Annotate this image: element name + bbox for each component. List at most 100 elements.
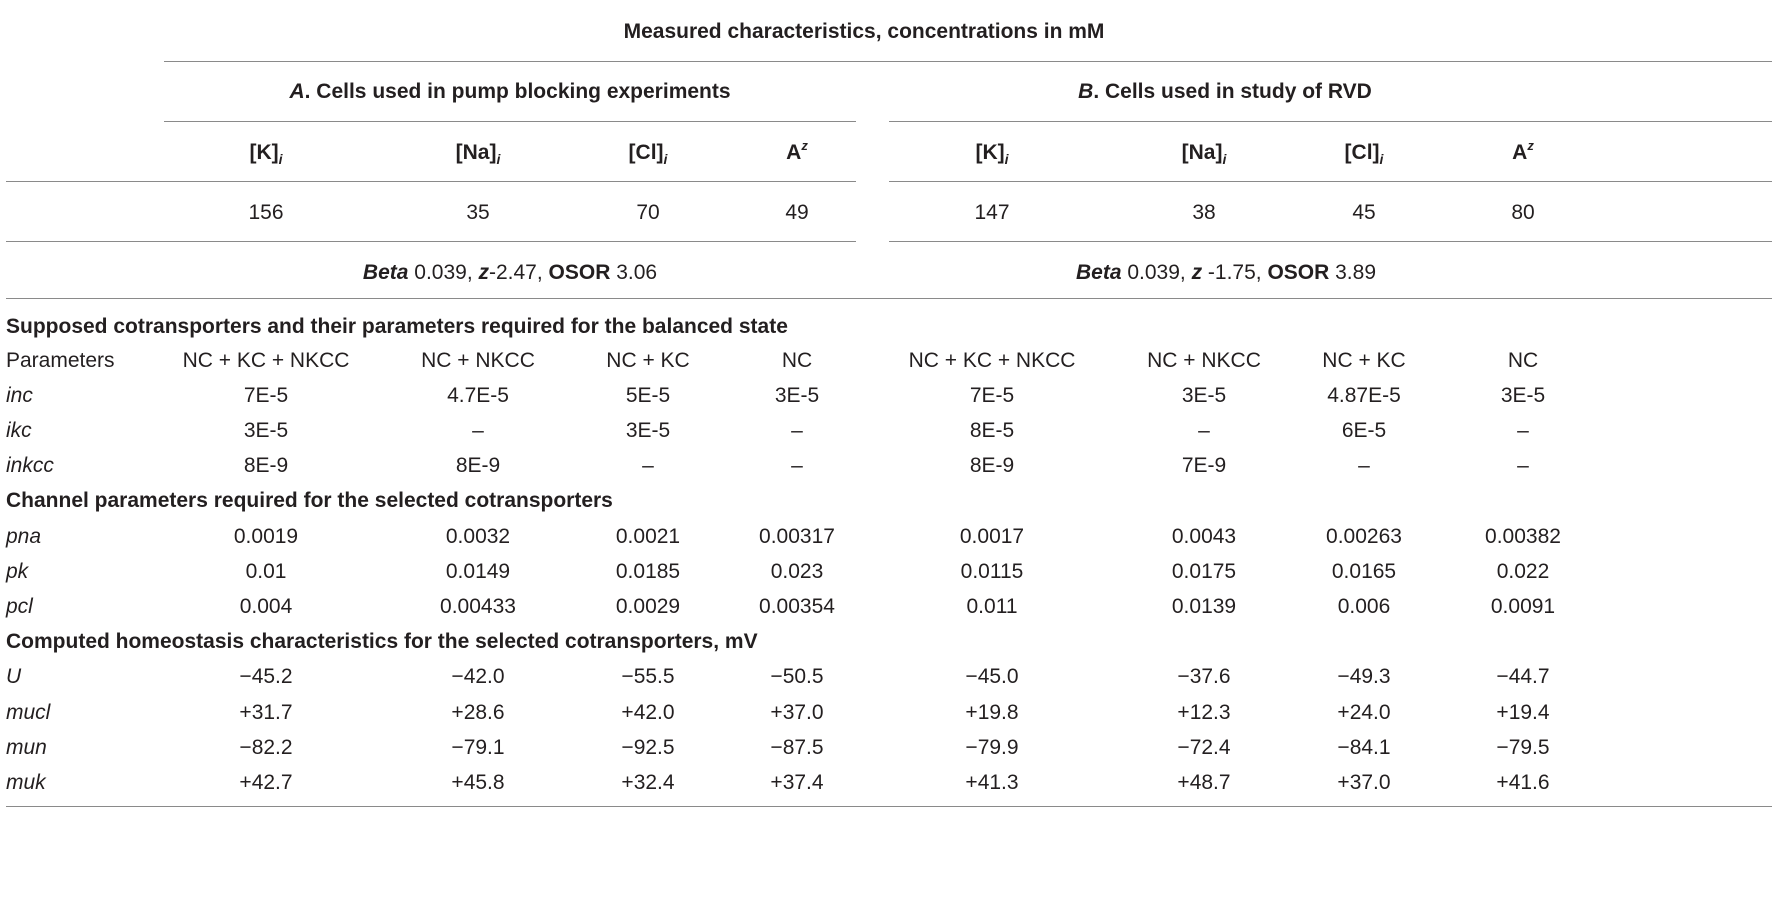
cell: 0.00263 (1326, 525, 1402, 548)
cell: +28.6 (451, 701, 505, 724)
header-k-b: [K]i (975, 141, 1009, 167)
table-title: Measured characteristics, concentrations… (623, 20, 1105, 43)
cell: 8E-9 (969, 454, 1015, 477)
cell: 0.01 (245, 560, 287, 583)
cell: 8E-5 (969, 419, 1015, 442)
cell: 0.0139 (1171, 595, 1237, 618)
value-cl-b: 45 (1352, 201, 1376, 224)
cell: −82.2 (239, 736, 293, 759)
cell: +45.8 (451, 771, 505, 794)
group-b-header: B. Cells used in study of RVD (1078, 80, 1372, 103)
cell: −84.1 (1337, 736, 1391, 759)
cell: −79.1 (451, 736, 505, 759)
value-az-a: 49 (785, 201, 809, 224)
row-label: mucl (6, 701, 51, 724)
cell: 7E-5 (243, 384, 289, 407)
cell: 0.0043 (1171, 525, 1237, 548)
cell: −55.5 (621, 665, 675, 688)
cell: 0.0115 (960, 560, 1024, 583)
cell: – (791, 454, 803, 477)
cell: 0.0021 (615, 525, 681, 548)
cell: 0.0032 (445, 525, 511, 548)
cell: 0.0175 (1171, 560, 1237, 583)
cell: – (1517, 419, 1529, 442)
cell: 7E-9 (1181, 454, 1227, 477)
cell: 8E-9 (243, 454, 289, 477)
value-k-a: 156 (248, 201, 284, 224)
cell: 3E-5 (625, 419, 671, 442)
value-na-b: 38 (1192, 201, 1216, 224)
group-a-header: A. Cells used in pump blocking experimen… (289, 80, 731, 103)
params-b: Beta 0.039, z -1.75, OSOR 3.89 (1075, 261, 1377, 284)
cell: 3E-5 (243, 419, 289, 442)
cell: NC + NKCC (1147, 349, 1261, 372)
cell: −92.5 (621, 736, 675, 759)
section-title-homeostasis: Computed homeostasis characteristics for… (6, 630, 758, 653)
cell: 0.0185 (615, 560, 681, 583)
cell: 5E-5 (625, 384, 671, 407)
cell: 7E-5 (969, 384, 1015, 407)
cell: −45.2 (239, 665, 293, 688)
header-na-a: [Na]i (455, 141, 501, 167)
row-label: U (6, 665, 22, 688)
header-na-b: [Na]i (1181, 141, 1227, 167)
section-title-cotransporters: Supposed cotransporters and their parame… (6, 315, 788, 338)
cell: +41.3 (965, 771, 1019, 794)
rule-title (164, 61, 1772, 62)
rule-group-b (889, 121, 1772, 122)
cell: −79.5 (1496, 736, 1550, 759)
cell: 0.00317 (759, 525, 835, 548)
header-cl-b: [Cl]i (1344, 141, 1384, 167)
cell: +42.0 (621, 701, 675, 724)
row-label: pk (6, 560, 29, 583)
rule-measures-b (889, 181, 1772, 182)
cell: NC (1507, 349, 1539, 372)
cell: 0.0165 (1331, 560, 1397, 583)
header-az-b: Az (1512, 138, 1534, 164)
cell: 0.023 (770, 560, 824, 583)
cell: +19.4 (1496, 701, 1550, 724)
cell: +37.0 (1337, 771, 1391, 794)
value-na-a: 35 (466, 201, 490, 224)
cell: +12.3 (1177, 701, 1231, 724)
row-label: inkcc (6, 454, 54, 477)
section-title-channels: Channel parameters required for the sele… (6, 489, 613, 512)
cell: +19.8 (965, 701, 1019, 724)
cell: NC + NKCC (421, 349, 535, 372)
rule-group-a (164, 121, 856, 122)
cell: 0.004 (239, 595, 293, 618)
cell: – (1198, 419, 1210, 442)
cell: 4.87E-5 (1327, 384, 1401, 407)
cell: +48.7 (1177, 771, 1231, 794)
header-az-a: Az (786, 138, 808, 164)
cell: – (642, 454, 654, 477)
rule-table-bottom (6, 806, 1772, 807)
cell: 0.0091 (1490, 595, 1556, 618)
cell: −87.5 (770, 736, 824, 759)
rule-values-a (6, 241, 856, 242)
row-label: ikc (6, 419, 32, 442)
cell: −37.6 (1177, 665, 1231, 688)
cell: −72.4 (1177, 736, 1231, 759)
value-az-b: 80 (1511, 201, 1535, 224)
cell: +41.6 (1496, 771, 1550, 794)
cell: −49.3 (1337, 665, 1391, 688)
cell: +37.0 (770, 701, 824, 724)
row-label: pcl (6, 595, 33, 618)
cell: −44.7 (1496, 665, 1550, 688)
cell: +32.4 (621, 771, 675, 794)
value-cl-a: 70 (636, 201, 660, 224)
cell: 3E-5 (1500, 384, 1546, 407)
rule-header-bottom (6, 298, 1772, 299)
cell: 0.022 (1496, 560, 1550, 583)
cell: NC + KC + NKCC (908, 349, 1076, 372)
cell: 0.0017 (959, 525, 1025, 548)
row-label: inc (6, 384, 33, 407)
cell: NC + KC (1322, 349, 1406, 372)
cell: 8E-9 (455, 454, 501, 477)
rule-values-b (889, 241, 1772, 242)
row-label: pna (6, 525, 42, 548)
cell: 0.00433 (440, 595, 516, 618)
cell: 0.00354 (759, 595, 835, 618)
